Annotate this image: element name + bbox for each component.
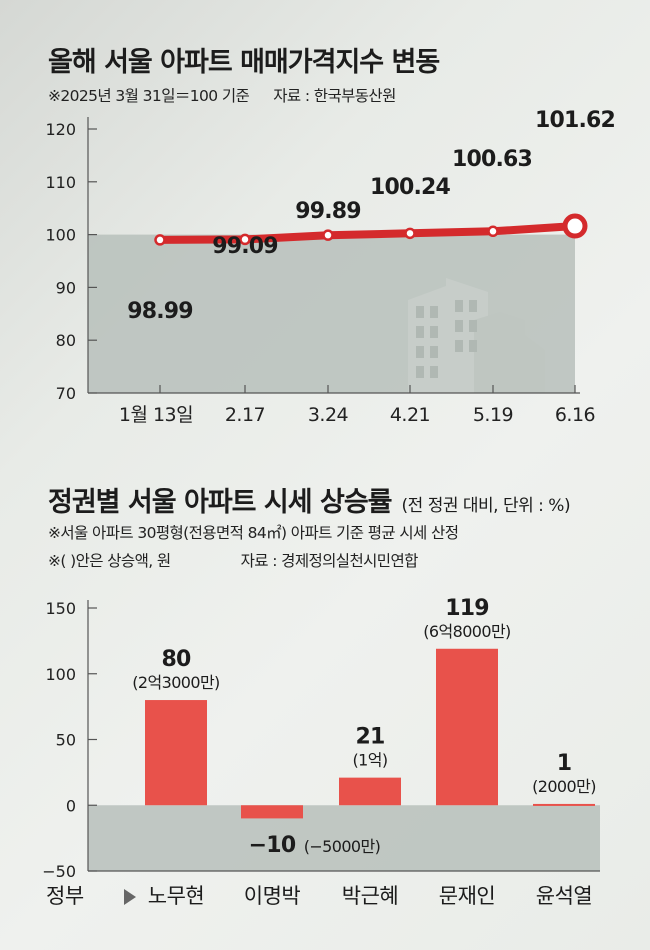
data-point bbox=[239, 233, 251, 246]
building-icon bbox=[408, 278, 488, 393]
y-tick-label: 0 bbox=[66, 796, 76, 815]
x-tick-label: 3.24 bbox=[308, 404, 349, 426]
y-tick-label: 90 bbox=[56, 278, 76, 297]
category-label: 문재인 bbox=[439, 884, 495, 908]
y-tick-label: 80 bbox=[56, 331, 76, 350]
building-window bbox=[455, 320, 463, 332]
y-tick-label: 150 bbox=[45, 599, 76, 618]
y-tick-label: 50 bbox=[56, 731, 76, 750]
amount-label: (2000만) bbox=[532, 777, 596, 796]
data-label: 99.89 bbox=[295, 199, 361, 224]
data-label: 100.24 bbox=[370, 175, 451, 200]
chart2-note-line: ※( )안은 상승액, 원 자료 : 경제정의실천시민연합 bbox=[48, 549, 418, 571]
category-label: 윤석열 bbox=[536, 884, 592, 908]
bar bbox=[241, 805, 303, 819]
bar bbox=[145, 700, 207, 806]
value-label: 1 bbox=[557, 751, 572, 776]
value-label: 80 bbox=[161, 647, 191, 672]
data-label: 99.09 bbox=[212, 234, 278, 259]
category-label: 노무현 bbox=[148, 884, 204, 908]
y-tick-label: 70 bbox=[56, 384, 76, 403]
building-window bbox=[416, 366, 424, 378]
axis-prefix-label: 정부 bbox=[46, 884, 84, 908]
building-window bbox=[469, 300, 477, 312]
data-label: 98.99 bbox=[127, 299, 193, 324]
bar bbox=[339, 777, 401, 806]
data-point bbox=[154, 234, 166, 246]
value-label: 21 bbox=[355, 725, 384, 750]
building-icon bbox=[474, 312, 545, 393]
building-window bbox=[430, 346, 438, 358]
amount-label: (−5000만) bbox=[304, 837, 381, 856]
building-window bbox=[430, 326, 438, 338]
amount-label: (1억) bbox=[353, 751, 388, 770]
chart2-title-line: 정권별 서울 아파트 시세 상승률 (전 정권 대비, 단위 : %) bbox=[48, 480, 571, 519]
data-point bbox=[487, 225, 499, 238]
building-window bbox=[416, 346, 424, 358]
chart2-note1: ※서울 아파트 30평형(전용면적 84㎡) 아파트 기준 평균 시세 산정 bbox=[48, 524, 459, 542]
x-tick-label: 5.19 bbox=[473, 404, 513, 426]
y-tick-label: −50 bbox=[42, 862, 76, 881]
triangle-right-icon bbox=[124, 889, 136, 905]
building-window bbox=[416, 326, 424, 338]
data-point bbox=[404, 227, 416, 240]
value-label: 119 bbox=[445, 596, 489, 621]
building-window bbox=[455, 340, 463, 352]
building-window bbox=[430, 306, 438, 318]
chart2-unit: (전 정권 대비, 단위 : %) bbox=[401, 496, 571, 516]
category-label: 박근혜 bbox=[342, 884, 398, 908]
chart1-source: 자료 : 한국부동산원 bbox=[273, 87, 396, 105]
chart2-note2: ※( )안은 상승액, 원 bbox=[48, 552, 171, 570]
data-label: 101.62 bbox=[535, 108, 615, 133]
y-tick-label: 120 bbox=[45, 120, 76, 139]
y-tick-label: 100 bbox=[45, 665, 76, 684]
y-tick-label: 100 bbox=[45, 226, 76, 245]
x-tick-label: 1월 13일 bbox=[119, 404, 193, 426]
chart2-source: 자료 : 경제정의실천시민연합 bbox=[240, 552, 419, 570]
building-window bbox=[416, 306, 424, 318]
chart1-note: ※2025년 3월 31일＝100 기준 bbox=[48, 87, 250, 105]
bar bbox=[436, 648, 498, 806]
x-tick-label: 6.16 bbox=[555, 404, 595, 426]
band-below-0 bbox=[88, 805, 600, 871]
bar bbox=[533, 803, 595, 806]
data-label: 100.63 bbox=[452, 147, 532, 172]
amount-label: (2억3000만) bbox=[132, 673, 219, 692]
building-window bbox=[430, 366, 438, 378]
building-window bbox=[469, 340, 477, 352]
x-tick-label: 4.21 bbox=[390, 404, 430, 426]
data-point bbox=[322, 229, 334, 241]
y-tick-label: 110 bbox=[45, 173, 76, 192]
building-window bbox=[469, 320, 477, 332]
value-label: −10 bbox=[249, 833, 296, 858]
chart2-title: 정권별 서울 아파트 시세 상승률 bbox=[48, 487, 393, 518]
category-label: 이명박 bbox=[244, 884, 301, 908]
chart1-note-line: ※2025년 3월 31일＝100 기준 자료 : 한국부동산원 bbox=[48, 84, 396, 106]
series-line bbox=[156, 222, 579, 244]
chart1-title: 올해 서울 아파트 매매가격지수 변동 bbox=[48, 47, 440, 78]
data-point bbox=[562, 213, 588, 239]
building-window bbox=[455, 300, 463, 312]
x-tick-label: 2.17 bbox=[225, 404, 265, 426]
amount-label: (6억8000만) bbox=[423, 622, 510, 641]
